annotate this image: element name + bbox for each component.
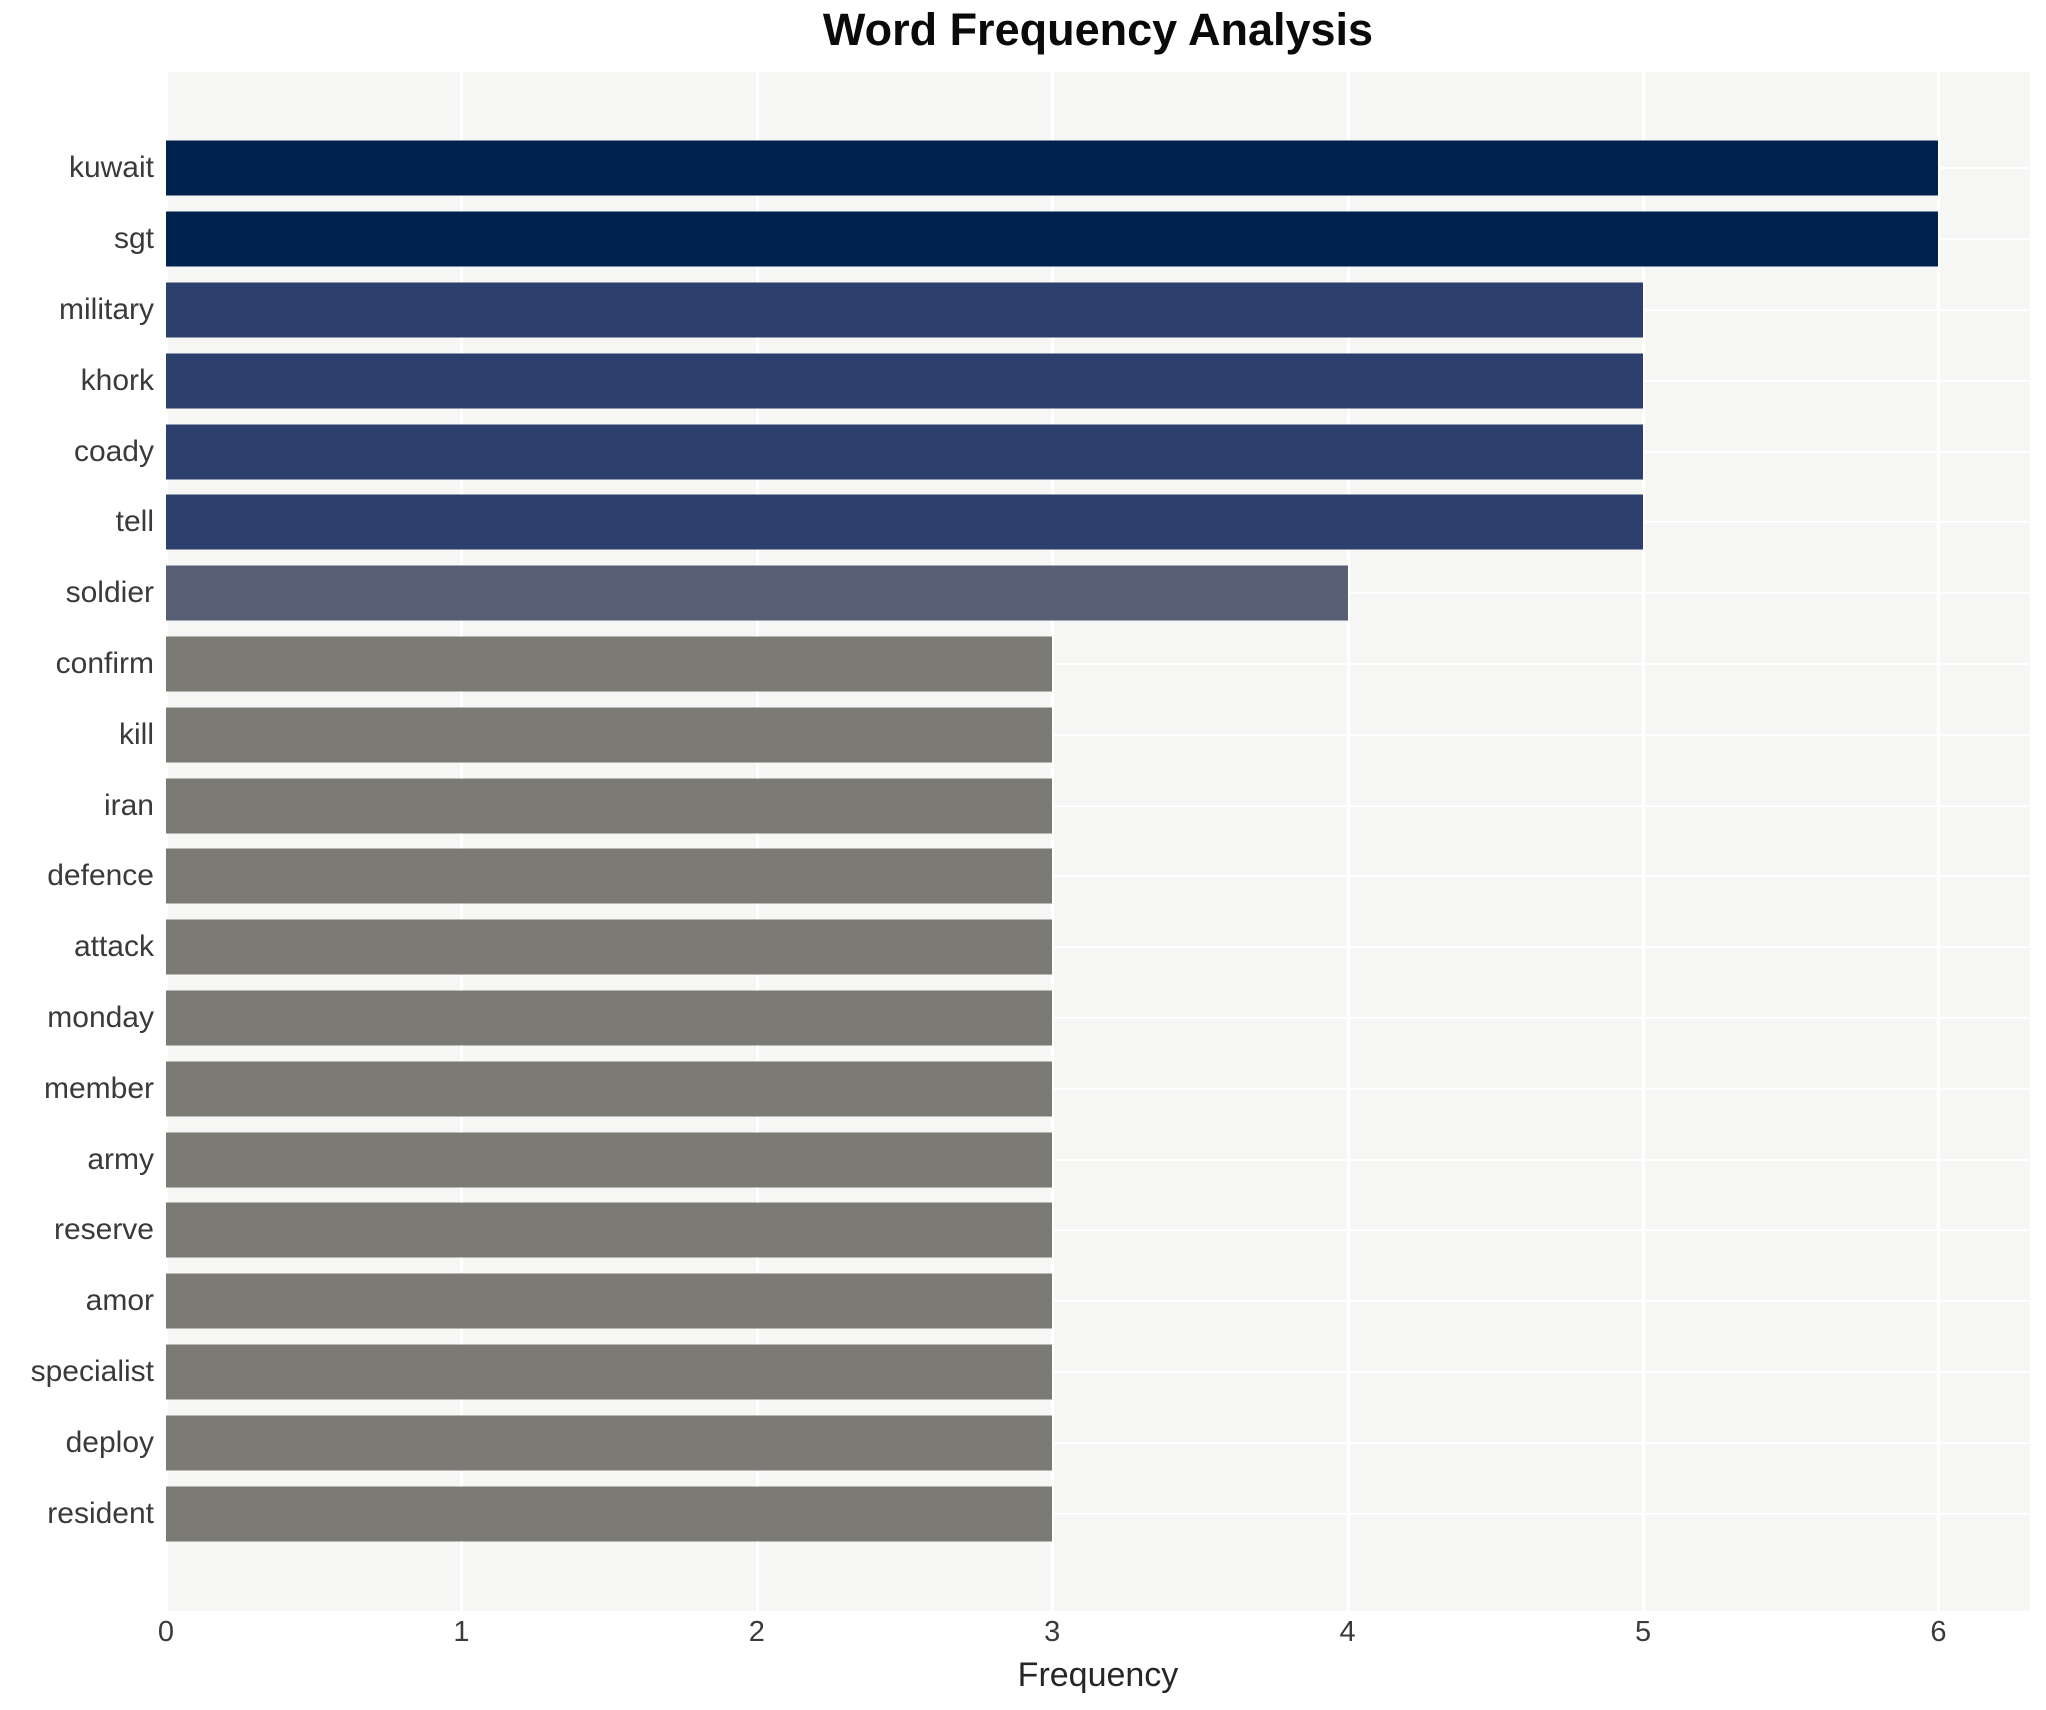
category-label-monday: monday xyxy=(47,1000,154,1034)
bar-row: specialist xyxy=(31,1337,2030,1408)
bar-row: member xyxy=(44,1053,2030,1124)
bar-confirm xyxy=(166,636,1053,692)
bar-row: kill xyxy=(119,699,2030,770)
bar-row: khork xyxy=(81,345,2030,416)
category-label-kuwait: kuwait xyxy=(68,151,154,185)
category-label-military: military xyxy=(59,292,154,326)
x-tick-5: 5 xyxy=(1634,1616,1652,1648)
x-tick-6: 6 xyxy=(1930,1616,1947,1648)
bar-row: kuwait xyxy=(69,133,2030,204)
bar-kill xyxy=(166,707,1053,763)
bar-row: coady xyxy=(74,416,2030,487)
horizontal-gridline xyxy=(166,804,2030,807)
bar-tell xyxy=(166,494,1644,550)
vertical-gridline xyxy=(1346,72,1350,1611)
horizontal-gridline xyxy=(166,1512,2030,1515)
category-label-member: member xyxy=(43,1071,154,1105)
bar-row: resident xyxy=(47,1478,2030,1549)
x-axis: 0 1 2 3 4 5 6 xyxy=(158,1616,2030,1654)
vertical-gridline xyxy=(165,72,168,1611)
bar-row: monday xyxy=(47,983,2030,1054)
horizontal-gridline xyxy=(166,1370,2030,1373)
horizontal-gridline xyxy=(166,1229,2030,1232)
horizontal-gridline xyxy=(166,946,2030,949)
x-tick-0: 0 xyxy=(157,1616,175,1648)
category-label-specialist: specialist xyxy=(30,1354,154,1388)
bar-amor xyxy=(166,1273,1053,1329)
category-label-soldier: soldier xyxy=(65,576,154,610)
category-label-iran: iran xyxy=(103,788,154,822)
bar-row: defence xyxy=(47,841,2030,912)
x-tick-4: 4 xyxy=(1339,1616,1356,1648)
horizontal-gridline xyxy=(166,662,2030,665)
bar-member xyxy=(166,1061,1053,1117)
bar-sgt xyxy=(166,211,1939,267)
vertical-gridline xyxy=(1051,72,1055,1611)
x-tick-3: 3 xyxy=(1044,1616,1061,1648)
bar-attack xyxy=(166,919,1053,975)
bar-deploy xyxy=(166,1415,1053,1471)
bar-kuwait xyxy=(166,140,1939,196)
chart-title: Word Frequency Analysis xyxy=(822,4,1374,55)
x-tick-2: 2 xyxy=(748,1616,765,1648)
category-label-deploy: deploy xyxy=(65,1425,154,1459)
vertical-gridline xyxy=(755,72,759,1611)
x-axis-label: Frequency xyxy=(1017,1656,1179,1694)
vertical-gridline xyxy=(1937,72,1941,1611)
bar-rows: kuwait sgt military khork coady tell soldier co… xyxy=(31,133,2030,1549)
bar-specialist xyxy=(166,1344,1053,1400)
bar-row: military xyxy=(59,275,2030,346)
bar-reserve xyxy=(166,1202,1053,1258)
bar-coady xyxy=(166,424,1644,480)
category-label-amor: amor xyxy=(85,1284,154,1318)
horizontal-gridline xyxy=(166,1016,2030,1019)
bar-row: amor xyxy=(86,1266,2030,1337)
category-label-khork: khork xyxy=(80,363,154,397)
horizontal-gridline xyxy=(166,1441,2030,1444)
bar-row: tell xyxy=(116,487,2030,558)
plot-area: kuwait sgt military khork coady tell soldier co… xyxy=(31,72,2030,1611)
category-label-defence: defence xyxy=(47,859,154,893)
category-label-confirm: confirm xyxy=(55,646,154,680)
category-label-tell: tell xyxy=(115,505,154,539)
bar-iran xyxy=(166,778,1053,834)
vertical-gridline xyxy=(1642,72,1646,1611)
bar-row: iran xyxy=(104,770,2030,841)
vertical-gridline xyxy=(460,72,464,1611)
bar-row: confirm xyxy=(56,629,2030,700)
bar-row: soldier xyxy=(66,558,2030,629)
horizontal-gridline xyxy=(166,1087,2030,1090)
bar-row: army xyxy=(87,1124,2030,1195)
horizontal-gridline xyxy=(166,1300,2030,1303)
bar-soldier xyxy=(166,565,1348,621)
x-tick-1: 1 xyxy=(453,1616,470,1648)
horizontal-gridline xyxy=(166,875,2030,878)
category-label-army: army xyxy=(87,1142,154,1176)
category-label-kill: kill xyxy=(119,717,154,751)
bar-row: deploy xyxy=(66,1407,2030,1478)
horizontal-gridline xyxy=(166,1158,2030,1161)
category-label-resident: resident xyxy=(47,1496,154,1530)
bar-resident xyxy=(166,1486,1053,1542)
bar-monday xyxy=(166,990,1053,1046)
bar-khork xyxy=(166,353,1644,409)
bar-row: reserve xyxy=(54,1195,2030,1266)
bar-row: attack xyxy=(74,912,2030,983)
category-label-sgt: sgt xyxy=(113,222,154,256)
bar-defence xyxy=(166,848,1053,904)
bar-row: sgt xyxy=(114,204,2030,275)
horizontal-gridline xyxy=(166,733,2030,736)
bar-military xyxy=(166,282,1644,338)
bar-army xyxy=(166,1132,1053,1188)
category-label-coady: coady xyxy=(73,434,154,468)
category-label-reserve: reserve xyxy=(53,1213,154,1247)
category-label-attack: attack xyxy=(73,930,154,964)
